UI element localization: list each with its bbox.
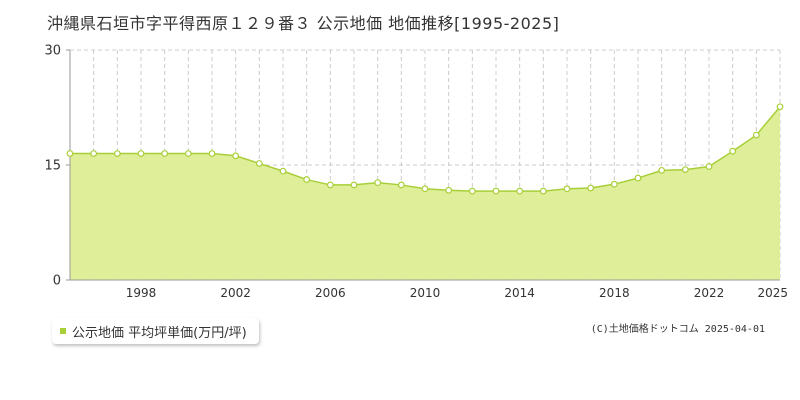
data-point [184, 150, 192, 157]
data-point [66, 150, 74, 157]
legend-swatch [60, 328, 66, 334]
data-point [492, 187, 500, 195]
data-point [303, 176, 311, 183]
legend: 公示地価 平均坪単価(万円/坪) [52, 318, 259, 344]
data-point [681, 166, 689, 174]
x-tick-label: 2022 [694, 286, 725, 300]
data-points [66, 103, 784, 195]
data-point [468, 187, 476, 195]
data-point [255, 160, 263, 167]
data-point [776, 103, 784, 111]
data-point [421, 185, 429, 193]
data-point [705, 163, 713, 170]
data-point [752, 131, 760, 139]
data-point [350, 181, 358, 189]
y-tick-label: 30 [44, 44, 61, 59]
area-series [70, 106, 781, 280]
data-point [374, 179, 382, 187]
chart-title: 沖縄県石垣市字平得西原１２９番３ 公示地価 地価推移[1995-2025] [47, 14, 560, 33]
y-tick-label: 15 [44, 159, 61, 174]
data-point [397, 181, 405, 189]
data-point [563, 185, 571, 193]
x-tick-label: 1998 [126, 286, 157, 300]
credit-text: (C)土地価格ドットコム 2025-04-01 [590, 324, 765, 335]
data-point [610, 180, 618, 188]
x-tick-label: 2018 [599, 286, 630, 300]
legend-label: 公示地価 平均坪単価(万円/坪) [72, 325, 247, 341]
data-point [161, 150, 169, 157]
x-tick-label: 2006 [315, 286, 346, 300]
data-point [539, 187, 547, 195]
data-point [279, 167, 287, 175]
axes [66, 49, 780, 281]
area-fill [70, 106, 780, 280]
data-point [587, 184, 595, 192]
x-tick-label: 2002 [220, 286, 251, 300]
data-point [90, 150, 98, 157]
data-point [634, 174, 642, 182]
y-tick-label: 0 [53, 274, 61, 289]
data-point [326, 181, 334, 189]
data-point [729, 147, 737, 155]
data-point [113, 150, 121, 157]
data-point [658, 166, 666, 174]
data-point [232, 152, 240, 160]
y-tick-labels: 0 15 30 [44, 44, 61, 289]
data-point [137, 150, 145, 157]
x-tick-labels: 1998 2002 2006 2010 2014 2018 2022 2025 [126, 286, 788, 300]
x-tick-label: 2025 [757, 286, 788, 300]
data-point [208, 150, 216, 157]
data-point [445, 186, 453, 194]
data-point [516, 187, 524, 195]
x-tick-label: 2010 [410, 286, 441, 300]
x-tick-label: 2014 [504, 286, 535, 300]
